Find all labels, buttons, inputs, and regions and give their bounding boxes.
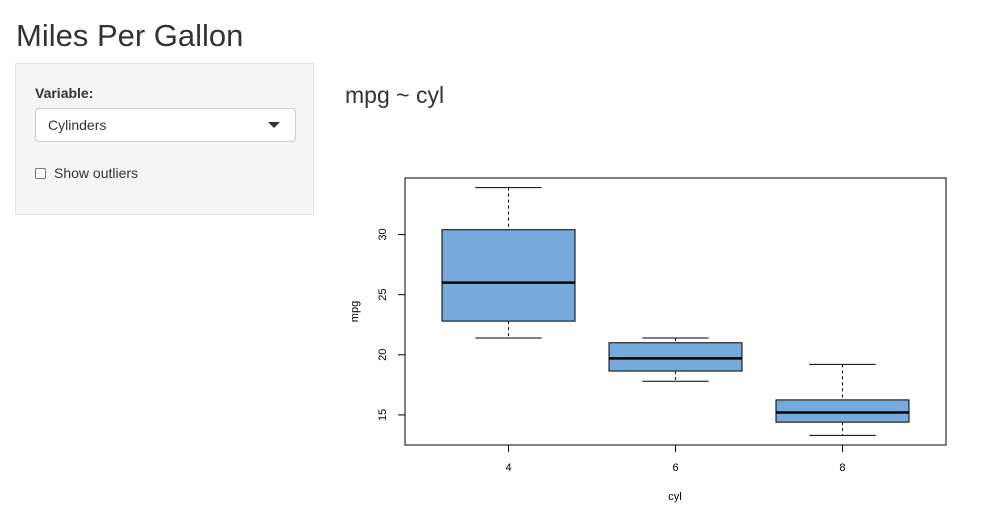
box xyxy=(775,399,910,423)
sidebar-panel: Variable: Cylinders Show outliers xyxy=(15,63,314,215)
caret-down-icon xyxy=(268,122,280,128)
box xyxy=(441,229,576,322)
y-tick-label: 15 xyxy=(377,409,389,421)
y-tick-label: 25 xyxy=(377,289,389,301)
box xyxy=(608,342,743,372)
plot-title: mpg ~ cyl xyxy=(345,82,445,108)
variable-select-value: Cylinders xyxy=(48,117,107,133)
show-outliers-checkbox[interactable] xyxy=(35,167,46,179)
x-axis-label: cyl xyxy=(668,491,681,503)
y-tick-label: 30 xyxy=(377,228,389,240)
app-title: Miles Per Gallon xyxy=(16,18,244,53)
x-tick-label: 6 xyxy=(672,462,678,474)
mpg-boxplot: 4 6 8 15 20 25 30 cyl mpg xyxy=(349,177,947,503)
variable-label: Variable: xyxy=(35,85,94,101)
y-axis-label: mpg xyxy=(349,301,361,322)
x-tick-label: 8 xyxy=(839,462,845,474)
y-tick-label: 20 xyxy=(377,349,389,361)
show-outliers-option[interactable]: Show outliers xyxy=(35,164,138,182)
show-outliers-label: Show outliers xyxy=(54,165,139,181)
x-tick-label: 4 xyxy=(505,462,511,474)
variable-select[interactable]: Cylinders xyxy=(35,108,296,142)
